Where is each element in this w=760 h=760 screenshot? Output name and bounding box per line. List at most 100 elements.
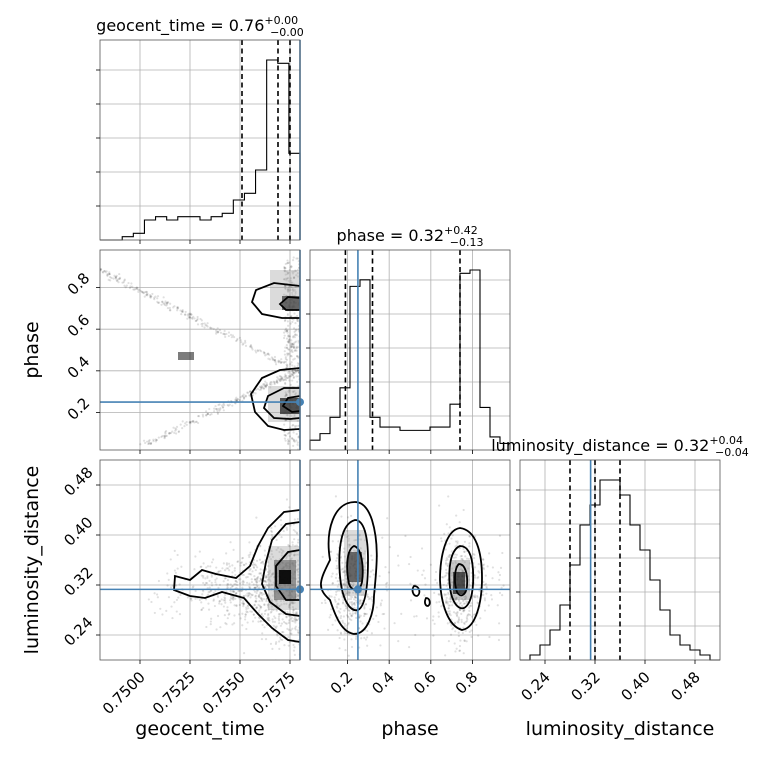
sample-point [269,642,273,645]
sample-point [259,386,262,389]
sample-point [465,596,468,600]
sample-point [287,335,290,338]
sample-point [284,395,287,398]
sample-point [290,265,293,268]
sample-point [351,603,354,607]
sample-point [271,535,274,539]
xtick-label-geocent_time: 0.7550 [199,668,249,718]
sample-point [297,593,300,596]
sample-point [284,374,287,377]
sample-point [465,640,468,643]
sample-point [253,603,256,606]
sample-point [210,561,214,564]
sample-point [286,314,289,317]
sample-point [92,266,94,268]
sample-point [287,290,290,294]
sample-point [369,575,372,578]
sample-point [218,329,222,332]
sample-point [470,571,473,575]
sample-point [455,597,458,600]
sample-point [364,613,367,616]
sample-point [295,340,298,343]
sample-point [268,595,271,598]
sample-point [214,405,217,408]
sample-point [172,426,175,429]
sample-point [453,642,456,645]
sample-point [454,598,458,601]
sample-point [350,602,353,605]
sample-point [88,263,90,265]
sample-point [291,350,294,354]
sample-point [286,289,289,292]
sample-point [269,575,273,578]
sample-point [444,548,447,551]
contour-inner [275,549,300,601]
sample-point [256,575,260,579]
sample-point [343,569,346,572]
sample-point [179,593,182,597]
sample-point [241,394,244,398]
sample-point [335,567,338,570]
sample-point [279,361,283,364]
sample-point [365,562,368,565]
sample-point [292,608,295,611]
sample-point [233,569,236,572]
sample-point [369,608,372,611]
sample-point [265,381,268,385]
sample-point [297,580,300,583]
sample-point [297,369,300,372]
sample-point [294,369,297,372]
sample-point [278,378,281,381]
xlabel-phase: phase [381,718,438,740]
sample-point [288,389,291,392]
sample-point [268,578,271,581]
sample-point [343,555,346,558]
sample-point [377,620,380,624]
sample-point [271,358,274,361]
sample-point [176,309,179,312]
sample-point [452,626,455,629]
sample-point [294,618,297,621]
sample-point [242,579,245,582]
sample-point [114,276,117,279]
sample-point [241,573,244,576]
sample-point [280,622,284,625]
sample-point [215,330,218,334]
sample-point [206,322,209,325]
sample-point [273,359,277,362]
xtick-label-geocent_time: 0.7525 [149,668,199,718]
sample-point [358,602,361,606]
sample-point [245,606,248,609]
sample-point [455,613,458,616]
sample-point [222,599,225,602]
sample-point [465,620,468,623]
sample-point [100,268,102,271]
sample-point [202,574,205,578]
sample-point [191,420,194,423]
sample-point [273,620,276,623]
sample-point [334,600,337,603]
sample-point [180,310,184,313]
sample-point [354,596,358,599]
sample-point [232,597,235,600]
sample-point [246,592,249,595]
sample-point [334,495,337,498]
sample-point [350,600,354,604]
sample-point [213,410,216,413]
sample-point [150,600,153,604]
sample-point [289,285,292,288]
sample-point [341,583,344,586]
sample-point [179,423,182,426]
sample-point [251,593,254,596]
sample-point [491,577,494,580]
sample-point [335,593,338,596]
sample-point [165,303,169,306]
sample-point [109,276,112,279]
sample-point [86,261,88,263]
sample-point [217,403,220,407]
sample-point [283,602,286,605]
sample-point [249,390,252,393]
grid-geocent-time-hist [100,40,300,240]
sample-point [287,271,290,274]
sample-point [294,370,298,373]
